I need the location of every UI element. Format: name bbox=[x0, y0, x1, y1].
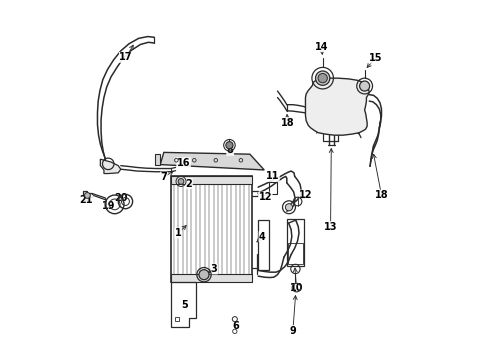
Bar bbox=[268, 182, 277, 194]
Circle shape bbox=[285, 204, 292, 211]
Text: 7: 7 bbox=[160, 172, 167, 182]
Text: 15: 15 bbox=[368, 53, 381, 63]
Text: 18: 18 bbox=[374, 190, 387, 200]
Text: 8: 8 bbox=[226, 145, 233, 155]
Bar bbox=[171, 176, 251, 282]
Polygon shape bbox=[155, 154, 160, 165]
Text: 12: 12 bbox=[299, 190, 312, 200]
Text: 21: 21 bbox=[79, 195, 93, 206]
Circle shape bbox=[199, 270, 208, 280]
Bar bbox=[171, 274, 251, 282]
Text: 17: 17 bbox=[119, 52, 133, 62]
Text: 16: 16 bbox=[177, 158, 190, 168]
Circle shape bbox=[178, 179, 183, 184]
Text: 20: 20 bbox=[114, 193, 127, 203]
Text: 11: 11 bbox=[265, 171, 279, 181]
Text: 13: 13 bbox=[323, 222, 337, 231]
Polygon shape bbox=[305, 78, 368, 135]
Circle shape bbox=[317, 73, 326, 83]
Text: 6: 6 bbox=[232, 321, 239, 331]
Text: 10: 10 bbox=[289, 283, 303, 293]
Bar bbox=[171, 176, 251, 184]
Circle shape bbox=[84, 193, 90, 198]
Bar bbox=[286, 220, 304, 266]
Bar bbox=[287, 243, 302, 264]
Polygon shape bbox=[100, 159, 121, 174]
Circle shape bbox=[225, 141, 233, 149]
Bar bbox=[174, 317, 179, 320]
Text: 9: 9 bbox=[289, 325, 296, 336]
Text: 1: 1 bbox=[174, 228, 181, 238]
Polygon shape bbox=[160, 152, 264, 170]
Text: 19: 19 bbox=[102, 201, 115, 211]
Circle shape bbox=[315, 71, 329, 85]
Text: 4: 4 bbox=[259, 232, 265, 242]
Text: 12: 12 bbox=[258, 192, 271, 202]
Text: 3: 3 bbox=[210, 264, 217, 274]
Text: 2: 2 bbox=[185, 179, 192, 189]
Text: 14: 14 bbox=[314, 42, 327, 51]
Bar bbox=[258, 220, 268, 270]
Polygon shape bbox=[83, 192, 92, 200]
Text: 18: 18 bbox=[280, 118, 294, 128]
Circle shape bbox=[359, 81, 369, 91]
Text: 5: 5 bbox=[181, 300, 187, 310]
